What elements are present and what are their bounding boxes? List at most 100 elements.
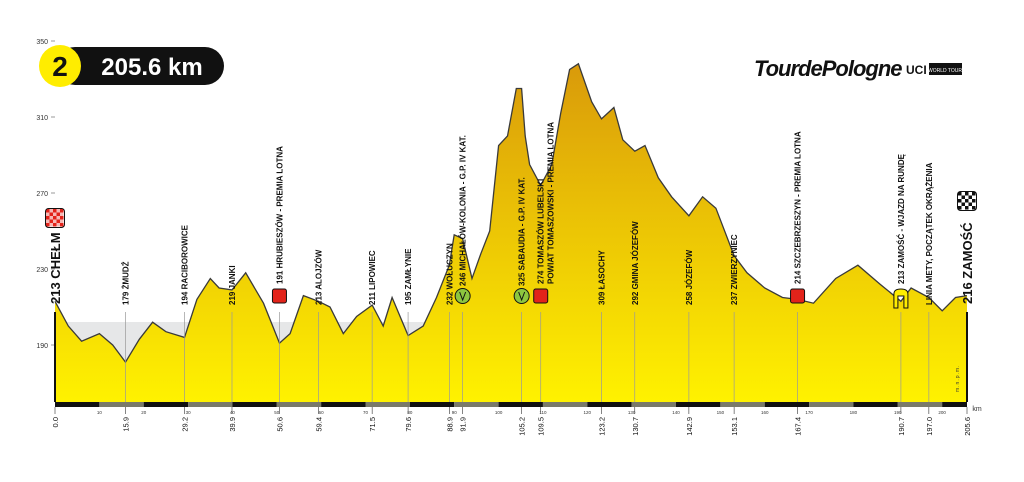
x-minor-tick-label: 20	[141, 410, 147, 415]
km-mark-label: 59.4	[314, 417, 323, 432]
flag-cell	[60, 212, 64, 216]
km-mark-label: 167.4	[794, 417, 803, 436]
flag-cell	[46, 216, 50, 220]
km-mark-label: 50.6	[275, 417, 284, 432]
axis-segment	[365, 402, 410, 407]
waypoint-label: 213 ALOJZÓW	[314, 249, 323, 305]
flag-cell	[46, 219, 50, 223]
km-mark-label: 29.2	[181, 417, 190, 432]
flag-cell	[961, 199, 965, 203]
flag-cell	[53, 209, 57, 213]
lap-icon	[893, 288, 909, 309]
flag-cell	[56, 223, 60, 227]
y-tick-label: 270	[36, 191, 48, 198]
flag-cell	[961, 202, 965, 206]
waypoint-label: 232 WOŁUCZYN	[445, 243, 454, 305]
waypoint-label: 213 ZAMOŚĆ - WJAZD NA RUNDĘ	[897, 153, 906, 284]
axis-segment	[942, 402, 967, 407]
logo-text: TourdePologne	[754, 56, 902, 81]
waypoint-label: 258 JÓZEFÓW	[685, 249, 694, 305]
x-minor-tick-label: 160	[761, 410, 769, 415]
axis-segment	[232, 402, 277, 407]
flag-cell	[958, 199, 962, 203]
kom-icon-mark	[459, 291, 467, 302]
flag-cell	[53, 223, 57, 227]
stage-distance: 205.6 km	[101, 54, 202, 81]
flag-cell	[961, 195, 965, 199]
y-tick-label: 350	[36, 39, 48, 46]
flag-cell	[53, 216, 57, 220]
flag-frame	[45, 208, 65, 228]
waypoint-label: 211 LIPOWIEC	[368, 250, 377, 305]
elevation-area	[55, 63, 967, 403]
start-flag-icon	[45, 208, 65, 228]
flag-cell	[965, 192, 969, 196]
axis-segment	[809, 402, 854, 407]
km-mark-label: 15.9	[122, 417, 131, 432]
finish-label: 216 ZAMOŚĆ	[960, 222, 975, 304]
flag-cell	[53, 212, 57, 216]
axis-segment	[143, 402, 189, 407]
axis-segment	[542, 402, 588, 407]
stage-number-circle	[39, 45, 81, 87]
sprint-icon	[533, 288, 549, 304]
waypoint-label: 214 SZCZEBRZESZYN - PREMIA LOTNA	[794, 131, 803, 284]
axis-segment	[720, 402, 765, 407]
flag-cell	[49, 216, 53, 220]
flag-cell	[56, 212, 60, 216]
axis-segment	[853, 402, 898, 407]
x-minor-tick-label: 40	[230, 410, 236, 415]
x-minor-tick-label: 180	[850, 410, 858, 415]
flag-cell	[49, 209, 53, 213]
flag-cell	[972, 206, 976, 210]
x-minor-tick-label: 140	[672, 410, 680, 415]
flag-cell	[968, 192, 972, 196]
tour-de-pologne-logo: TourdePologne UCI WORLD TOUR	[754, 52, 966, 89]
waypoint-label: 274 TOMASZÓW LUBELSKI	[537, 179, 546, 284]
axis-segment	[897, 402, 943, 407]
axis-segment	[188, 402, 233, 407]
axis-segment	[587, 402, 632, 407]
x-minor-tick-label: 30	[186, 410, 192, 415]
flag-cell	[958, 206, 962, 210]
waypoint-label: 179 ŻMUDŹ	[122, 261, 131, 305]
km-mark-label: 123.2	[597, 417, 606, 436]
axis-segment	[631, 402, 677, 407]
waypoint-label: 219 JANKI	[228, 265, 237, 305]
kom-icon-mark	[518, 291, 526, 302]
flag-cell	[60, 216, 64, 220]
km-mark-label: 88.9	[445, 417, 454, 432]
flag-frame	[957, 191, 977, 211]
start-label: 213 CHEŁM	[48, 232, 63, 304]
flag-cell	[972, 192, 976, 196]
y-tick-label: 310	[36, 115, 48, 122]
waypoint-label: LINIA METY, POCZĄTEK OKRĄŻENIA	[925, 162, 934, 305]
x-minor-tick-label: 70	[363, 410, 369, 415]
elevation-line	[54, 62, 968, 364]
waypoint-label: 246 MICHAŁÓW-KOLONIA - G.P. IV KAT.	[459, 135, 468, 286]
flag-cell	[968, 199, 972, 203]
x-minor-tick-label: 190	[894, 410, 902, 415]
flag-cell	[968, 202, 972, 206]
axis-segment	[676, 402, 721, 407]
flag-cell	[46, 209, 50, 213]
flag-cell	[53, 219, 57, 223]
flag-cell	[972, 202, 976, 206]
flag-cell	[968, 195, 972, 199]
flag-cell	[56, 209, 60, 213]
x-minor-tick-label: 110	[539, 410, 547, 415]
flag-cell	[56, 219, 60, 223]
flag-cell	[60, 209, 64, 213]
flag-cell	[958, 192, 962, 196]
world-tour-text: WORLD TOUR	[928, 68, 962, 74]
x-minor-tick-label: 50	[274, 410, 280, 415]
km-mark-label: 190.7	[897, 417, 906, 436]
x-minor-tick-label: 10	[97, 410, 103, 415]
waypoint-label: 292 GMINA JÓZEFÓW	[631, 221, 640, 305]
y-tick-label: 230	[36, 267, 48, 274]
waypoint-label: 325 SABAUDIA - G.P. IV KAT.	[518, 177, 527, 286]
waypoint-label: 309 ŁASOCHY	[597, 250, 606, 305]
km-mark-label: 109.5	[537, 417, 546, 436]
y-axis-label: m.n.p.m.	[955, 365, 961, 392]
